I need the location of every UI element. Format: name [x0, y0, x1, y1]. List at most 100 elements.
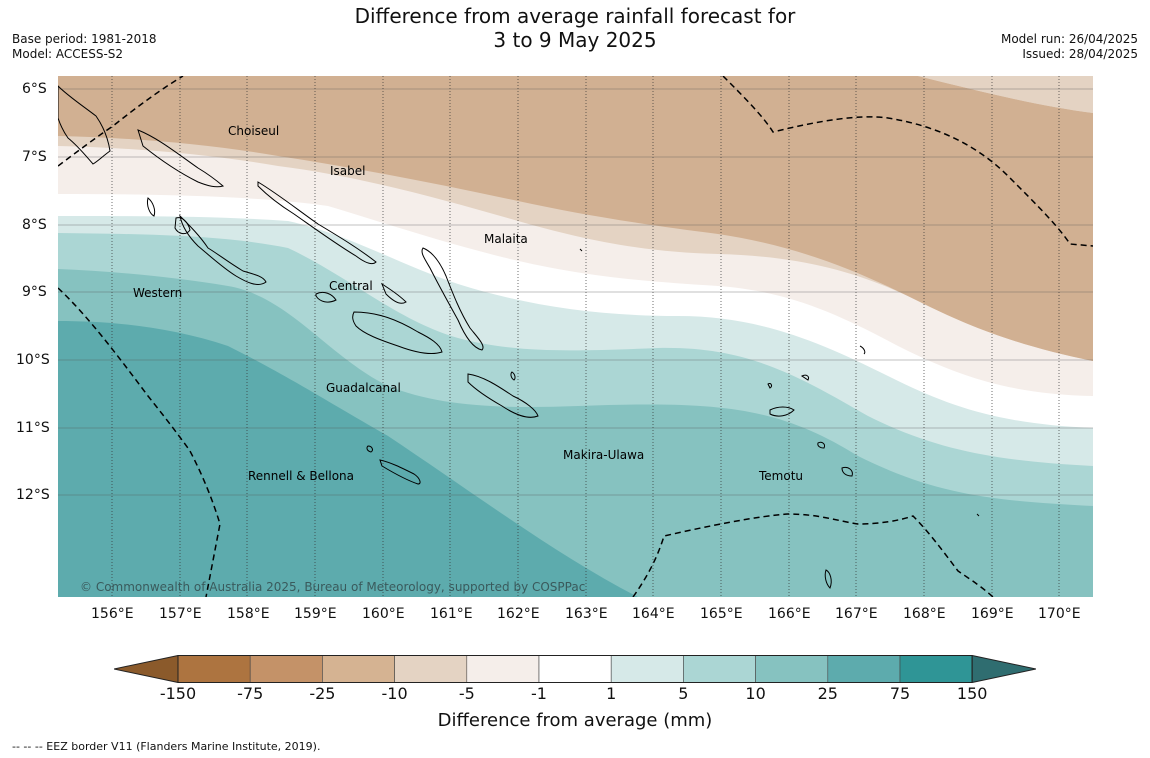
lon-label-159e: 159°E	[294, 606, 337, 622]
colorbar-tick-label: 150	[956, 684, 988, 703]
island-anuta	[976, 513, 980, 517]
lat-label-11s: 11°S	[16, 420, 50, 436]
island-new-georgia	[179, 214, 267, 285]
lat-label-7s: 7°S	[22, 149, 47, 165]
lat-label-10s: 10°S	[16, 352, 50, 368]
lat-label-8s: 8°S	[22, 217, 47, 233]
lon-label-165e: 165°E	[700, 606, 743, 622]
colorbar-low-extend	[114, 655, 179, 683]
colorbar-cells	[114, 655, 1036, 683]
island-ranongga	[147, 197, 156, 217]
island-santa-cruz	[769, 406, 795, 417]
meta-left: Base period: 1981-2018 Model: ACCESS-S2	[12, 32, 157, 62]
coastlines	[58, 85, 980, 589]
lon-label-157e: 157°E	[159, 606, 202, 622]
lat-gridlines	[58, 88, 1093, 496]
region-label-guadalcanal: Guadalcanal	[326, 381, 401, 395]
island-makira	[467, 373, 539, 418]
colorbar-cell	[177, 655, 251, 683]
region-label-choiseul: Choiseul	[228, 124, 280, 138]
region-label-temotu: Temotu	[759, 469, 804, 483]
lon-label-167e: 167°E	[835, 606, 878, 622]
region-label-central: Central	[329, 279, 373, 293]
island-vanikoro	[841, 467, 853, 477]
colorbar-tick-label: -1	[531, 684, 547, 703]
island-malaita	[421, 247, 484, 351]
island-tikopia	[824, 569, 832, 589]
region-label-rennell-bellona: Rennell & Bellona	[248, 469, 355, 483]
colorbar-cell	[683, 655, 756, 683]
title-line-2: 3 to 9 May 2025	[493, 28, 657, 52]
base-period: Base period: 1981-2018	[12, 32, 157, 46]
island-rennell	[379, 459, 421, 485]
lon-label-160e: 160°E	[362, 606, 405, 622]
island-guadalcanal	[352, 311, 443, 355]
colorbar-tick-label: 25	[817, 684, 838, 703]
eez-legend: -- -- -- EEZ border V11 (Flanders Marine…	[12, 740, 321, 753]
colorbar-tick-label: -75	[237, 684, 264, 703]
colorbar-cell	[394, 655, 468, 683]
lat-label-12s: 12°S	[16, 487, 50, 503]
colorbar-tick-label: 10	[745, 684, 766, 703]
colorbar-cell	[538, 655, 612, 683]
rainfall-map	[58, 76, 1093, 597]
lat-label-9s: 9°S	[22, 284, 47, 300]
colorbar-cell	[322, 655, 395, 683]
colorbar-tick-label: 5	[678, 684, 689, 703]
island-bellona	[366, 445, 373, 453]
lon-label-170e: 170°E	[1038, 606, 1081, 622]
region-label-makira-ulawa: Makira-Ulawa	[563, 448, 645, 462]
colorbar-high-extend	[971, 655, 1036, 683]
island-russell	[380, 282, 407, 304]
lon-label-169e: 169°E	[971, 606, 1014, 622]
lon-label-163e: 163°E	[565, 606, 608, 622]
island-sikaiana	[579, 248, 583, 252]
colorbar-cell	[249, 655, 323, 683]
island-ulawa	[510, 371, 516, 381]
island-ontong	[859, 345, 866, 355]
island-duff	[801, 374, 809, 381]
island-utupua	[817, 441, 825, 449]
lon-label-166e: 166°E	[768, 606, 811, 622]
lon-label-161e: 161°E	[430, 606, 473, 622]
meta-right: Model run: 26/04/2025 Issued: 28/04/2025	[1001, 32, 1138, 62]
eez-border	[58, 76, 1093, 597]
lon-label-164e: 164°E	[632, 606, 675, 622]
copyright-notice: © Commonwealth of Australia 2025, Bureau…	[80, 580, 586, 594]
band-neg5-neg1-corner	[918, 76, 1093, 113]
colorbar-cell	[466, 655, 540, 683]
colorbar-tick-label: 1	[606, 684, 617, 703]
model-name: Model: ACCESS-S2	[12, 47, 124, 61]
colorbar	[114, 655, 1036, 683]
colorbar-tick-label: -5	[458, 684, 475, 703]
colorbar-tick-label: -150	[159, 684, 197, 703]
colorbar-tick-label: -10	[381, 684, 408, 703]
island-bougainville	[58, 85, 111, 165]
title-line-1: Difference from average rainfall forecas…	[354, 4, 796, 28]
island-vella-lavella	[174, 217, 191, 235]
model-run: Model run: 26/04/2025	[1000, 32, 1138, 46]
colorbar-title: Difference from average (mm)	[437, 710, 713, 731]
lon-label-162e: 162°E	[497, 606, 540, 622]
region-label-isabel: Isabel	[330, 164, 366, 178]
island-florida	[315, 291, 337, 303]
colorbar-cell	[899, 655, 973, 683]
region-label-malaita: Malaita	[484, 232, 528, 246]
lat-label-6s: 6°S	[22, 81, 47, 97]
colorbar-tick-label: 75	[889, 684, 911, 703]
map-title: Difference from average rainfall forecas…	[0, 4, 1150, 52]
colorbar-tick-label: -25	[309, 684, 336, 703]
lon-label-156e: 156°E	[91, 606, 134, 622]
colorbar-cell	[827, 655, 901, 683]
colorbar-cell	[610, 655, 684, 683]
lon-label-158e: 158°E	[227, 606, 270, 622]
colorbar-frame	[177, 655, 973, 683]
island-choiseul	[137, 129, 225, 188]
band-neg10-neg5	[58, 76, 1093, 361]
region-label-western: Western	[133, 286, 183, 300]
island-reef	[767, 383, 772, 389]
colorbar-cell	[755, 655, 829, 683]
issued-date: Issued: 28/04/2025	[1022, 47, 1138, 61]
lon-label-168e: 168°E	[903, 606, 946, 622]
island-isabel	[257, 181, 377, 265]
